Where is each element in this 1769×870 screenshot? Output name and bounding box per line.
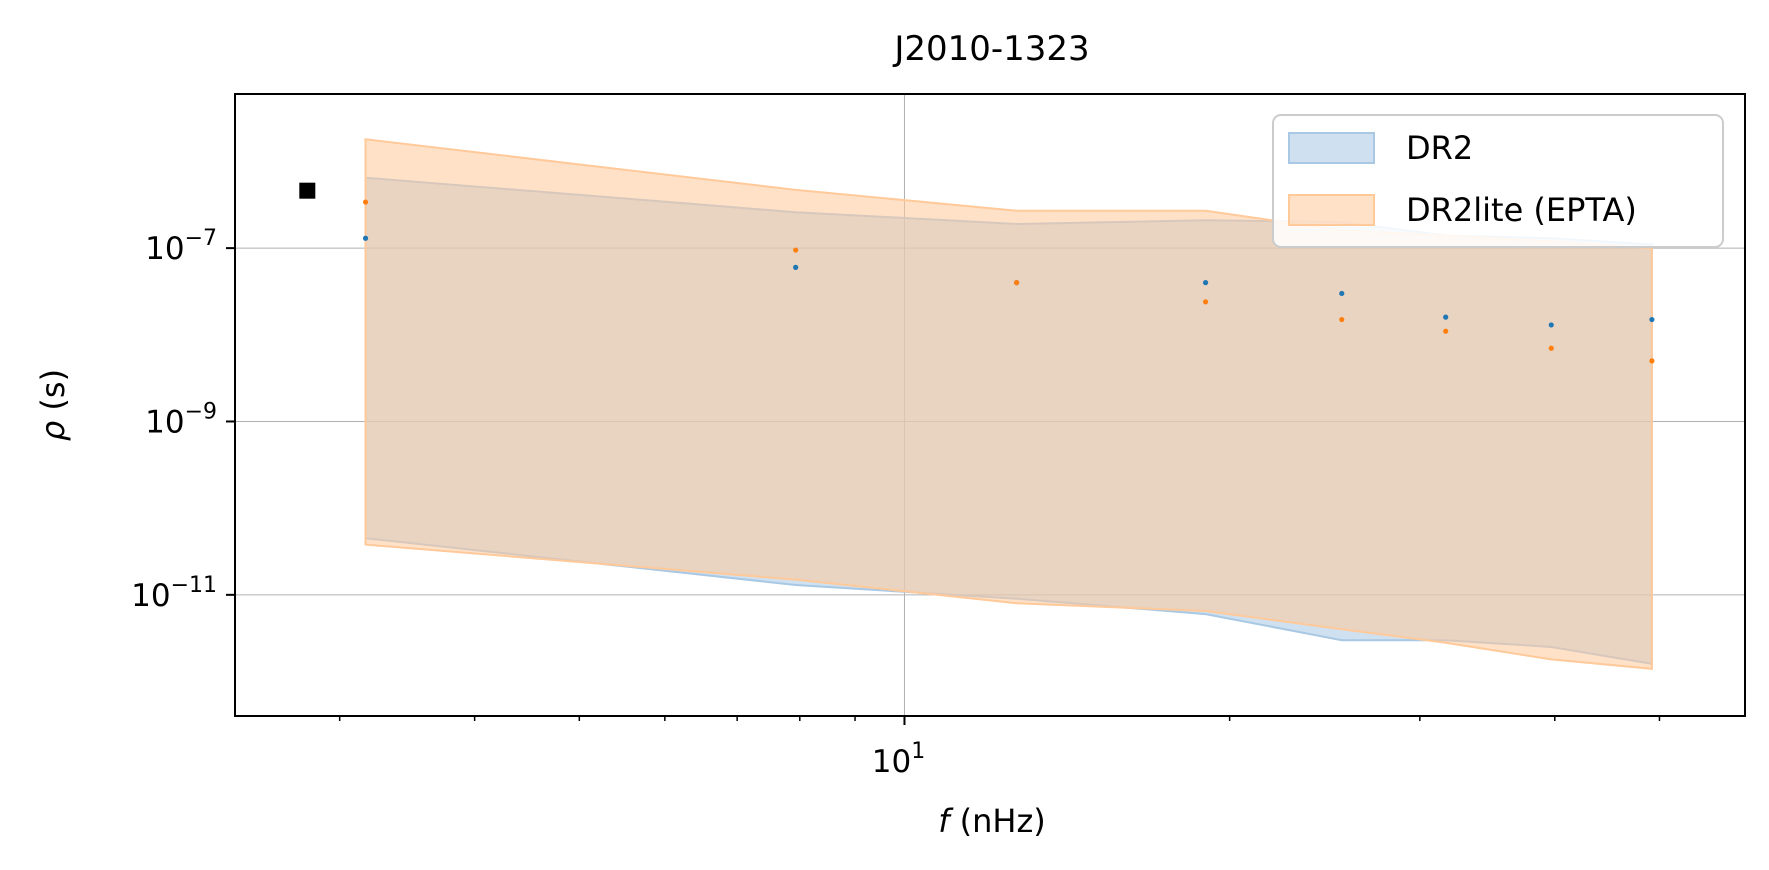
y-tick-label-2: 10−11 — [131, 573, 217, 614]
plot-area — [235, 94, 1745, 716]
point-s1-0 — [362, 199, 369, 205]
legend-swatch-dr2lite — [1288, 194, 1375, 226]
point-s1-6 — [1548, 345, 1554, 351]
x-axis-unit: (nHz) — [949, 802, 1045, 840]
point-s1-4 — [1339, 316, 1345, 323]
point-s1-7 — [1649, 358, 1655, 364]
axes: 101 10−7 10−9 10−11 — [131, 226, 1661, 780]
legend-label-dr2: DR2 — [1406, 129, 1473, 167]
legend: DR2 DR2lite (EPTA) — [1272, 114, 1724, 248]
x-axis-label: f (nHz) — [938, 802, 1046, 840]
chart-title: J2010-1323 — [892, 29, 1089, 69]
x-tick-label-0: 101 — [872, 739, 925, 780]
point-s0-5 — [1443, 314, 1449, 320]
plot-frame — [234, 93, 1746, 717]
point-s1-3 — [1202, 299, 1209, 305]
point-s1-1 — [793, 247, 799, 253]
y-axis-unit: (s) — [34, 369, 72, 421]
marker-square-0 — [299, 182, 316, 199]
point-s0-1 — [793, 264, 799, 270]
point-s0-0 — [362, 235, 369, 241]
point-s0-3 — [1202, 280, 1209, 286]
y-tick-label-0: 10−7 — [145, 226, 217, 267]
point-s0-6 — [1548, 322, 1554, 328]
point-s1-5 — [1443, 328, 1449, 334]
band-1 — [364, 138, 1653, 670]
legend-swatch-dr2 — [1288, 132, 1375, 164]
point-s0-4 — [1339, 290, 1345, 297]
point-s1-2 — [1013, 280, 1020, 286]
y-tick-label-1: 10−9 — [145, 399, 217, 440]
point-s0-7 — [1649, 316, 1655, 323]
legend-label-dr2lite: DR2lite (EPTA) — [1406, 191, 1637, 229]
y-axis-symbol: ρ — [34, 421, 72, 441]
legend-box — [1272, 114, 1724, 248]
y-axis-label: ρ (s) — [34, 369, 72, 441]
